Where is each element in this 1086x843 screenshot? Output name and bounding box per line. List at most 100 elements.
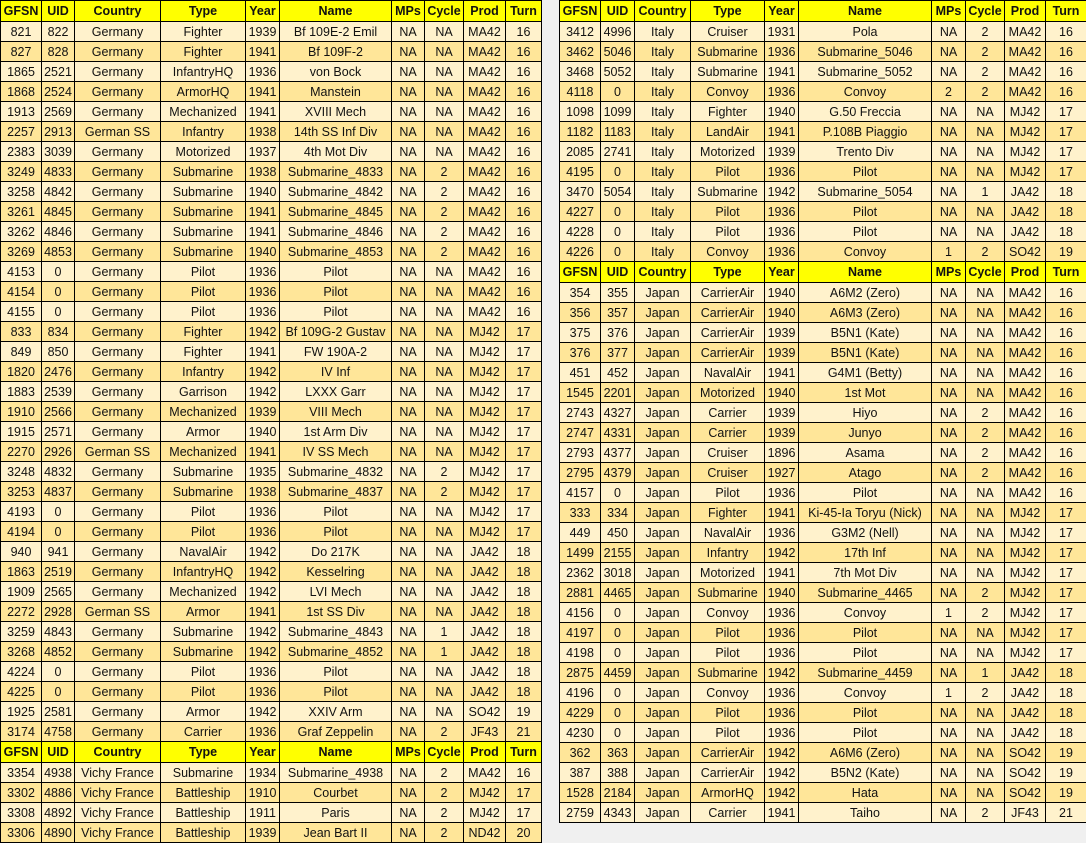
cell-turn[interactable]: 17 [1046,523,1086,543]
cell-country[interactable]: Italy [635,182,691,202]
cell-mps[interactable]: NA [932,62,966,82]
cell-prod[interactable]: MJ42 [1005,503,1046,523]
cell-type[interactable]: Pilot [691,623,765,643]
cell-name[interactable]: 17th Inf [799,543,932,563]
cell-prod[interactable]: MJ42 [464,803,506,823]
cell-year[interactable]: 1939 [246,22,280,42]
cell-gfsn[interactable]: 3258 [1,182,42,202]
cell-name[interactable]: Convoy [799,603,932,623]
cell-mps[interactable]: NA [392,362,425,382]
cell-country[interactable]: Japan [635,463,691,483]
cell-name[interactable]: Submarine_5046 [799,42,932,62]
cell-prod[interactable]: JA42 [464,582,506,602]
cell-prod[interactable]: MA42 [1005,483,1046,503]
cell-year[interactable]: 1938 [246,122,280,142]
cell-name[interactable]: Convoy [799,242,932,262]
cell-cycle[interactable]: NA [425,542,464,562]
cell-turn[interactable]: 18 [1046,202,1086,222]
cell-mps[interactable]: NA [932,723,966,743]
column-header-turn[interactable]: Turn [506,742,542,763]
cell-country[interactable]: Italy [635,42,691,62]
cell-turn[interactable]: 18 [1046,663,1086,683]
cell-prod[interactable]: MA42 [464,262,506,282]
cell-gfsn[interactable]: 1925 [1,702,42,722]
cell-turn[interactable]: 16 [506,262,542,282]
cell-cycle[interactable]: 2 [425,242,464,262]
cell-prod[interactable]: MA42 [464,242,506,262]
cell-gfsn[interactable]: 4118 [560,82,601,102]
cell-uid[interactable]: 0 [601,222,635,242]
cell-prod[interactable]: MA42 [464,182,506,202]
cell-turn[interactable]: 18 [1046,182,1086,202]
cell-type[interactable]: NavalAir [161,542,246,562]
cell-prod[interactable]: MA42 [1005,363,1046,383]
cell-gfsn[interactable]: 833 [1,322,42,342]
cell-prod[interactable]: MA42 [464,82,506,102]
cell-uid[interactable]: 4758 [42,722,75,742]
cell-uid[interactable]: 4853 [42,242,75,262]
cell-gfsn[interactable]: 1915 [1,422,42,442]
cell-year[interactable]: 1939 [765,423,799,443]
cell-cycle[interactable]: NA [966,723,1005,743]
cell-prod[interactable]: MA42 [464,62,506,82]
cell-country[interactable]: Japan [635,543,691,563]
cell-gfsn[interactable]: 3308 [1,803,42,823]
cell-gfsn[interactable]: 2362 [560,563,601,583]
cell-prod[interactable]: JA42 [1005,703,1046,723]
cell-turn[interactable]: 17 [506,482,542,502]
cell-type[interactable]: CarrierAir [691,283,765,303]
cell-type[interactable]: Mechanized [161,102,246,122]
cell-uid[interactable]: 0 [601,82,635,102]
cell-country[interactable]: Vichy France [75,823,161,843]
cell-cycle[interactable]: 2 [425,222,464,242]
cell-type[interactable]: Fighter [161,342,246,362]
cell-country[interactable]: Germany [75,302,161,322]
cell-year[interactable]: 1936 [765,42,799,62]
cell-turn[interactable]: 18 [1046,723,1086,743]
cell-name[interactable]: Pilot [280,502,392,522]
cell-gfsn[interactable]: 1910 [1,402,42,422]
cell-year[interactable]: 1936 [765,523,799,543]
column-header-name[interactable]: Name [799,1,932,22]
cell-uid[interactable]: 0 [42,502,75,522]
cell-turn[interactable]: 16 [1046,423,1086,443]
cell-prod[interactable]: JA42 [1005,222,1046,242]
cell-type[interactable]: NavalAir [691,523,765,543]
cell-year[interactable]: 1936 [246,662,280,682]
cell-gfsn[interactable]: 3462 [560,42,601,62]
cell-cycle[interactable]: NA [966,102,1005,122]
cell-year[interactable]: 1939 [246,402,280,422]
cell-year[interactable]: 1942 [765,663,799,683]
cell-turn[interactable]: 17 [1046,543,1086,563]
cell-year[interactable]: 1940 [765,102,799,122]
cell-cycle[interactable]: NA [966,703,1005,723]
cell-gfsn[interactable]: 2085 [560,142,601,162]
cell-uid[interactable]: 1183 [601,122,635,142]
cell-mps[interactable]: NA [392,282,425,302]
cell-type[interactable]: Pilot [691,222,765,242]
cell-prod[interactable]: MA42 [464,142,506,162]
cell-turn[interactable]: 16 [506,202,542,222]
cell-gfsn[interactable]: 2747 [560,423,601,443]
cell-prod[interactable]: JA42 [1005,683,1046,703]
cell-cycle[interactable]: 2 [425,763,464,783]
cell-name[interactable]: VIII Mech [280,402,392,422]
cell-cycle[interactable]: NA [966,483,1005,503]
cell-type[interactable]: Fighter [691,503,765,523]
cell-year[interactable]: 1934 [246,763,280,783]
cell-prod[interactable]: SO42 [464,702,506,722]
cell-mps[interactable]: NA [932,503,966,523]
cell-country[interactable]: Japan [635,723,691,743]
cell-country[interactable]: Japan [635,583,691,603]
cell-year[interactable]: 1936 [765,82,799,102]
cell-gfsn[interactable]: 3268 [1,642,42,662]
cell-mps[interactable]: NA [392,402,425,422]
column-header-country[interactable]: Country [635,262,691,283]
cell-turn[interactable]: 17 [506,382,542,402]
cell-gfsn[interactable]: 1883 [1,382,42,402]
cell-year[interactable]: 1939 [765,403,799,423]
cell-name[interactable]: B5N2 (Kate) [799,763,932,783]
cell-type[interactable]: CarrierAir [691,343,765,363]
cell-mps[interactable]: NA [392,62,425,82]
cell-year[interactable]: 1936 [246,682,280,702]
